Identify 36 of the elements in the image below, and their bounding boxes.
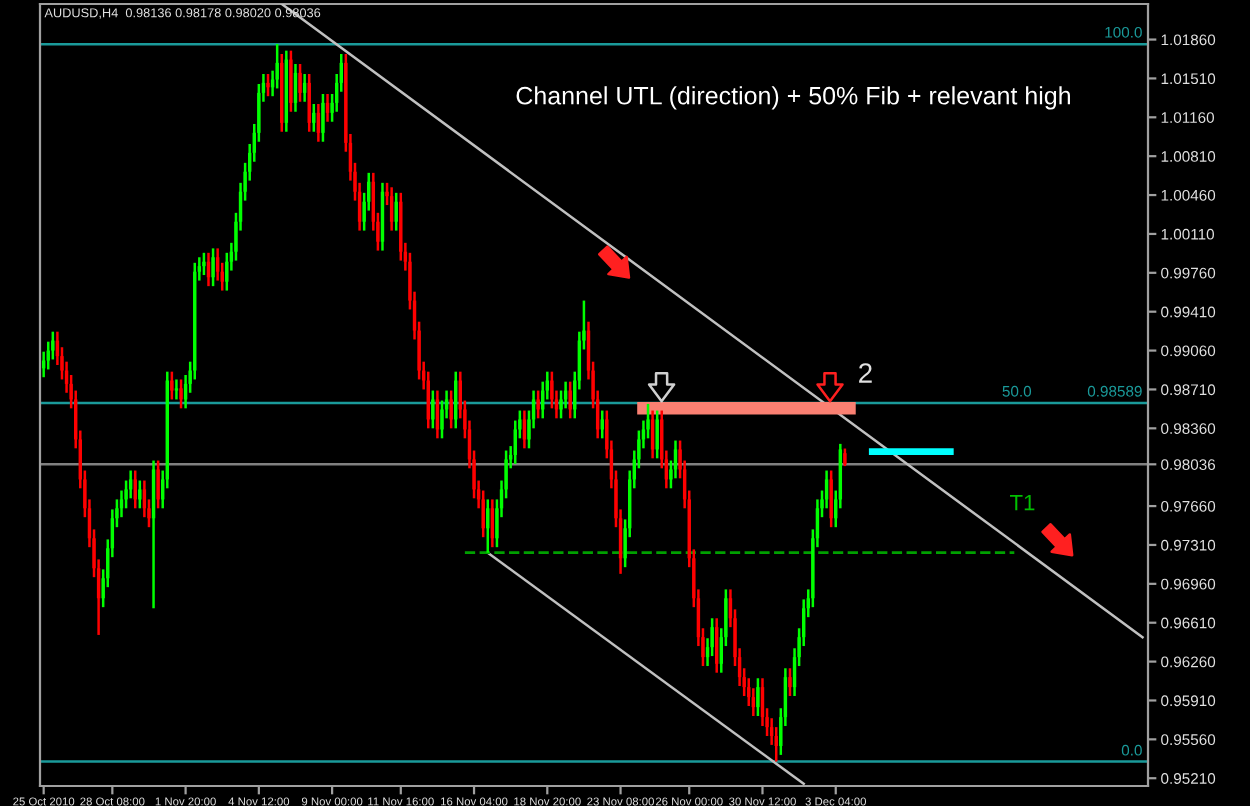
candlestick [440,399,444,440]
candlestick [646,402,650,440]
candlestick [449,389,453,430]
candlestick [266,72,270,98]
candlestick [568,380,572,420]
candlestick [211,247,215,288]
candlestick [179,378,183,410]
candlestick [481,489,485,539]
candlestick [170,370,174,401]
candlestick [156,459,160,510]
candlestick [138,479,142,510]
annotation: T1 [1010,494,1035,511]
candlestick [202,251,206,277]
candlestick [321,92,325,143]
candlestick [843,447,847,468]
candlestick [829,469,833,529]
candlestick [559,389,563,420]
candlestick [124,479,128,510]
candlestick [298,62,302,103]
annotation: 2 [859,363,872,383]
candlestick [431,389,435,430]
candlestick [174,378,179,401]
candlestick [788,667,792,698]
candlestick [51,330,55,361]
candlestick [756,677,760,718]
candlestick [312,102,316,133]
candlestick [655,409,659,460]
candlestick [536,389,540,420]
candlestick [710,617,714,658]
candlestick [225,251,229,292]
annotation: Channel UTL (direction) + 50% Fib + relevant high [516,86,1070,110]
candlestick [289,49,293,113]
candlestick [275,42,279,90]
candlestick [307,72,311,133]
candlestick [394,191,398,232]
candlestick [550,370,554,410]
